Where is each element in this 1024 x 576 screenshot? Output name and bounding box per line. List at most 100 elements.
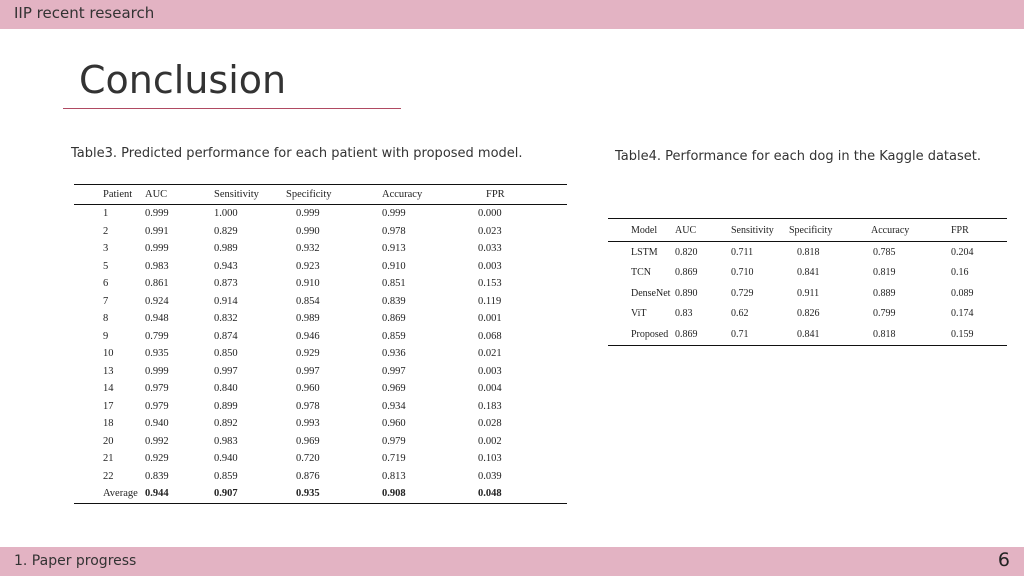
table4-cell: 0.159 (951, 328, 974, 340)
header-bar: IIP recent research (0, 0, 1024, 29)
table3-row: 3 0.999 0.989 0.932 0.913 0.033 (74, 240, 567, 258)
table3-cell: 0.978 (296, 400, 320, 412)
table4-header-row: Model AUC Sensitivity Specificity Accuracy FP… (608, 218, 1007, 242)
table3-cell: 0.859 (382, 330, 406, 342)
table3-cell: 0.969 (296, 435, 320, 447)
table3-row: 18 0.940 0.892 0.993 0.960 0.028 (74, 415, 567, 433)
table4-cell: DenseNet (631, 287, 671, 299)
table4-column-header: Accuracy (871, 218, 951, 242)
table4-cell: 0.826 (797, 308, 820, 320)
table3-cell: 0.992 (145, 435, 169, 447)
table3-cell: 0.028 (478, 418, 502, 430)
table3-cell: 0.935 (145, 348, 169, 360)
table3-column-header: Sensitivity (214, 184, 286, 205)
table3-average-cell: 0.907 (214, 488, 238, 500)
page-number: 6 (997, 549, 1010, 571)
table3-cell: 0.997 (296, 365, 320, 377)
table4-cell: 0.890 (675, 287, 698, 299)
table3-column-header: Patient (74, 184, 145, 205)
table3-cell: 0.936 (382, 348, 406, 360)
table4-cell: 0.819 (873, 267, 896, 279)
table3-cell: 0.910 (296, 278, 320, 290)
table4-column-header: Sensitivity (731, 218, 789, 242)
table3-cell: 3 (103, 243, 109, 255)
title-underline (63, 108, 401, 109)
table4-cell: 0.799 (873, 308, 896, 320)
table3-column-header: AUC (145, 184, 214, 205)
table4-cell: 0.818 (797, 246, 820, 258)
slide-title: Conclusion (79, 58, 287, 102)
table3-cell: 0.913 (382, 243, 406, 255)
table3-cell: 22 (103, 470, 114, 482)
table3-cell: 1 (103, 208, 109, 220)
footer-section: 1. Paper progress (14, 553, 137, 569)
table3-average-row: Average 0.944 0.907 0.935 0.908 0.048 (74, 485, 567, 503)
table3-cell: 0.719 (382, 453, 406, 465)
table4-cell: 0.841 (797, 328, 820, 340)
table3-cell: 0.999 (145, 243, 169, 255)
table3-cell: 0.997 (214, 365, 238, 377)
table3-cell: 0.153 (478, 278, 502, 290)
table3-cell: 0.999 (382, 208, 406, 220)
table4-cell: 0.174 (951, 308, 974, 320)
table3-header-row: Patient AUC Sensitivity Specificity Accuracy… (74, 184, 567, 205)
table3-cell: 0.103 (478, 453, 502, 465)
table3-cell: 0.924 (145, 295, 169, 307)
table3-cell: 0.979 (382, 435, 406, 447)
table3-cell: 0.999 (296, 208, 320, 220)
table3-cell: 0.813 (382, 470, 406, 482)
table3-row: 7 0.924 0.914 0.854 0.839 0.119 (74, 293, 567, 311)
table4-cell: 0.204 (951, 246, 974, 258)
table4-cell: 0.911 (797, 287, 820, 299)
table3-cell: 0.861 (145, 278, 169, 290)
table3-average-cell: 0.048 (478, 488, 502, 500)
table3-cell: 13 (103, 365, 114, 377)
table3-cell: 0.839 (382, 295, 406, 307)
table3-cell: 0.869 (382, 313, 406, 325)
table4-cell: 0.16 (951, 267, 969, 279)
table3-row: 2 0.991 0.829 0.990 0.978 0.023 (74, 223, 567, 241)
table3-cell: 0.829 (214, 225, 238, 237)
table4-cell: 0.785 (873, 246, 896, 258)
table3-cell: 9 (103, 330, 109, 342)
table3-row: 8 0.948 0.832 0.989 0.869 0.001 (74, 310, 567, 328)
table3-cell: 21 (103, 453, 114, 465)
table3-cell: 14 (103, 383, 114, 395)
table4-cell: 0.889 (873, 287, 896, 299)
table3-row: 20 0.992 0.983 0.969 0.979 0.002 (74, 433, 567, 451)
table3-cell: 0.989 (296, 313, 320, 325)
table3-cell: 0.978 (382, 225, 406, 237)
table4-cell: ViT (631, 308, 647, 320)
table3-average-cell: 0.908 (382, 488, 406, 500)
table3-row: 6 0.861 0.873 0.910 0.851 0.153 (74, 275, 567, 293)
table4-row: DenseNet 0.890 0.729 0.911 0.889 0.089 (608, 283, 1007, 304)
table3-cell: 0.979 (145, 383, 169, 395)
table4-cell: 0.818 (873, 328, 896, 340)
table3-cell: 0.004 (478, 383, 502, 395)
table3-row: 22 0.839 0.859 0.876 0.813 0.039 (74, 468, 567, 486)
table4-cell: 0.729 (731, 287, 754, 299)
table4-column-header: FPR (951, 218, 1007, 242)
table3-cell: 0.960 (296, 383, 320, 395)
table3-cell: 0.873 (214, 278, 238, 290)
table3-cell: 0.000 (478, 208, 502, 220)
table4-cell: 0.869 (675, 328, 698, 340)
table4: Model AUC Sensitivity Specificity Accuracy FP… (608, 218, 1007, 346)
table4-cell: 0.710 (731, 267, 754, 279)
table3-cell: 0.851 (382, 278, 406, 290)
table4-column-header: Model (608, 218, 675, 242)
table3-cell: 0.989 (214, 243, 238, 255)
table4-cell: 0.089 (951, 287, 974, 299)
table3-cell: 0.999 (145, 365, 169, 377)
table3-cell: 6 (103, 278, 109, 290)
table3-cell: 1.000 (214, 208, 238, 220)
table3-cell: 2 (103, 225, 109, 237)
table3-cell: 0.969 (382, 383, 406, 395)
table3-cell: 0.940 (145, 418, 169, 430)
table3-cell: 0.960 (382, 418, 406, 430)
table4-column-header: AUC (675, 218, 731, 242)
table4-cell: 0.820 (675, 246, 698, 258)
table3-cell: 0.993 (296, 418, 320, 430)
table3-cell: 0.859 (214, 470, 238, 482)
table4-cell: 0.841 (797, 267, 820, 279)
